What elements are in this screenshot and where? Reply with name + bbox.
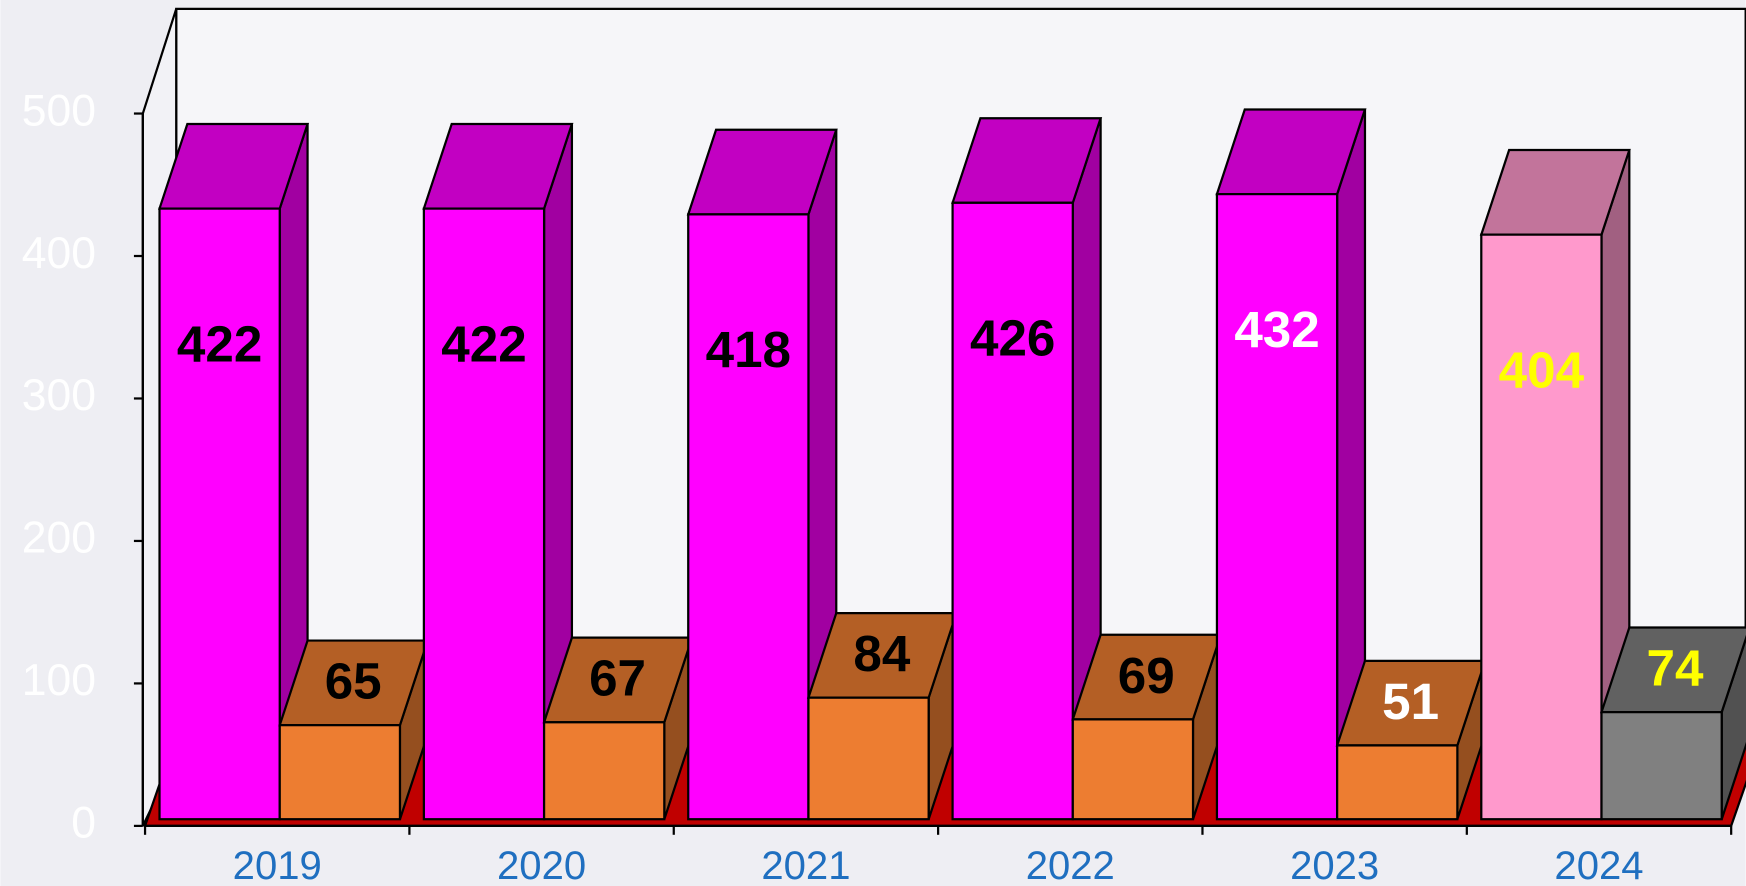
bar: [280, 725, 400, 819]
data-label: 69: [1118, 647, 1175, 704]
bar: [1337, 745, 1457, 819]
y-tick-label: 500: [22, 86, 96, 135]
data-label: 51: [1382, 673, 1439, 730]
data-label: 65: [325, 653, 382, 710]
x-tick-label: 2024: [1554, 844, 1643, 886]
chart: 0 100 200 300 400 500 2019 2020 2021 2022 2023 2024…: [0, 0, 1746, 886]
y-tick-label: 100: [22, 656, 96, 705]
bar: [688, 214, 808, 819]
y-tick-label: 0: [71, 799, 96, 848]
bar: [1073, 719, 1193, 819]
bar: [424, 209, 544, 820]
data-label: 432: [1234, 301, 1319, 358]
x-tick-label: 2020: [497, 844, 586, 886]
bar: [953, 203, 1073, 819]
x-tick-label: 2019: [233, 844, 322, 886]
data-label: 418: [706, 321, 791, 378]
data-label: 74: [1646, 640, 1703, 697]
bar: [544, 722, 664, 819]
bar: [1602, 712, 1722, 819]
bar: [1217, 194, 1337, 819]
y-tick-label: 200: [22, 514, 96, 563]
y-tick-label: 300: [22, 371, 96, 420]
data-label: 426: [970, 309, 1055, 366]
x-tick-label: 2023: [1290, 844, 1379, 886]
y-tick-label: 400: [22, 229, 96, 278]
bar: [808, 698, 928, 820]
data-label: 404: [1499, 341, 1585, 398]
page: 0 100 200 300 400 500 2019 2020 2021 2022 2023 2024…: [0, 0, 1746, 886]
x-tick-label: 2022: [1026, 844, 1115, 886]
data-label: 67: [589, 650, 646, 707]
bar: [160, 209, 280, 820]
data-label: 422: [441, 315, 526, 372]
bar: [1481, 235, 1601, 820]
x-tick-label: 2021: [761, 844, 850, 886]
data-label: 84: [853, 625, 910, 682]
data-label: 422: [177, 315, 262, 372]
